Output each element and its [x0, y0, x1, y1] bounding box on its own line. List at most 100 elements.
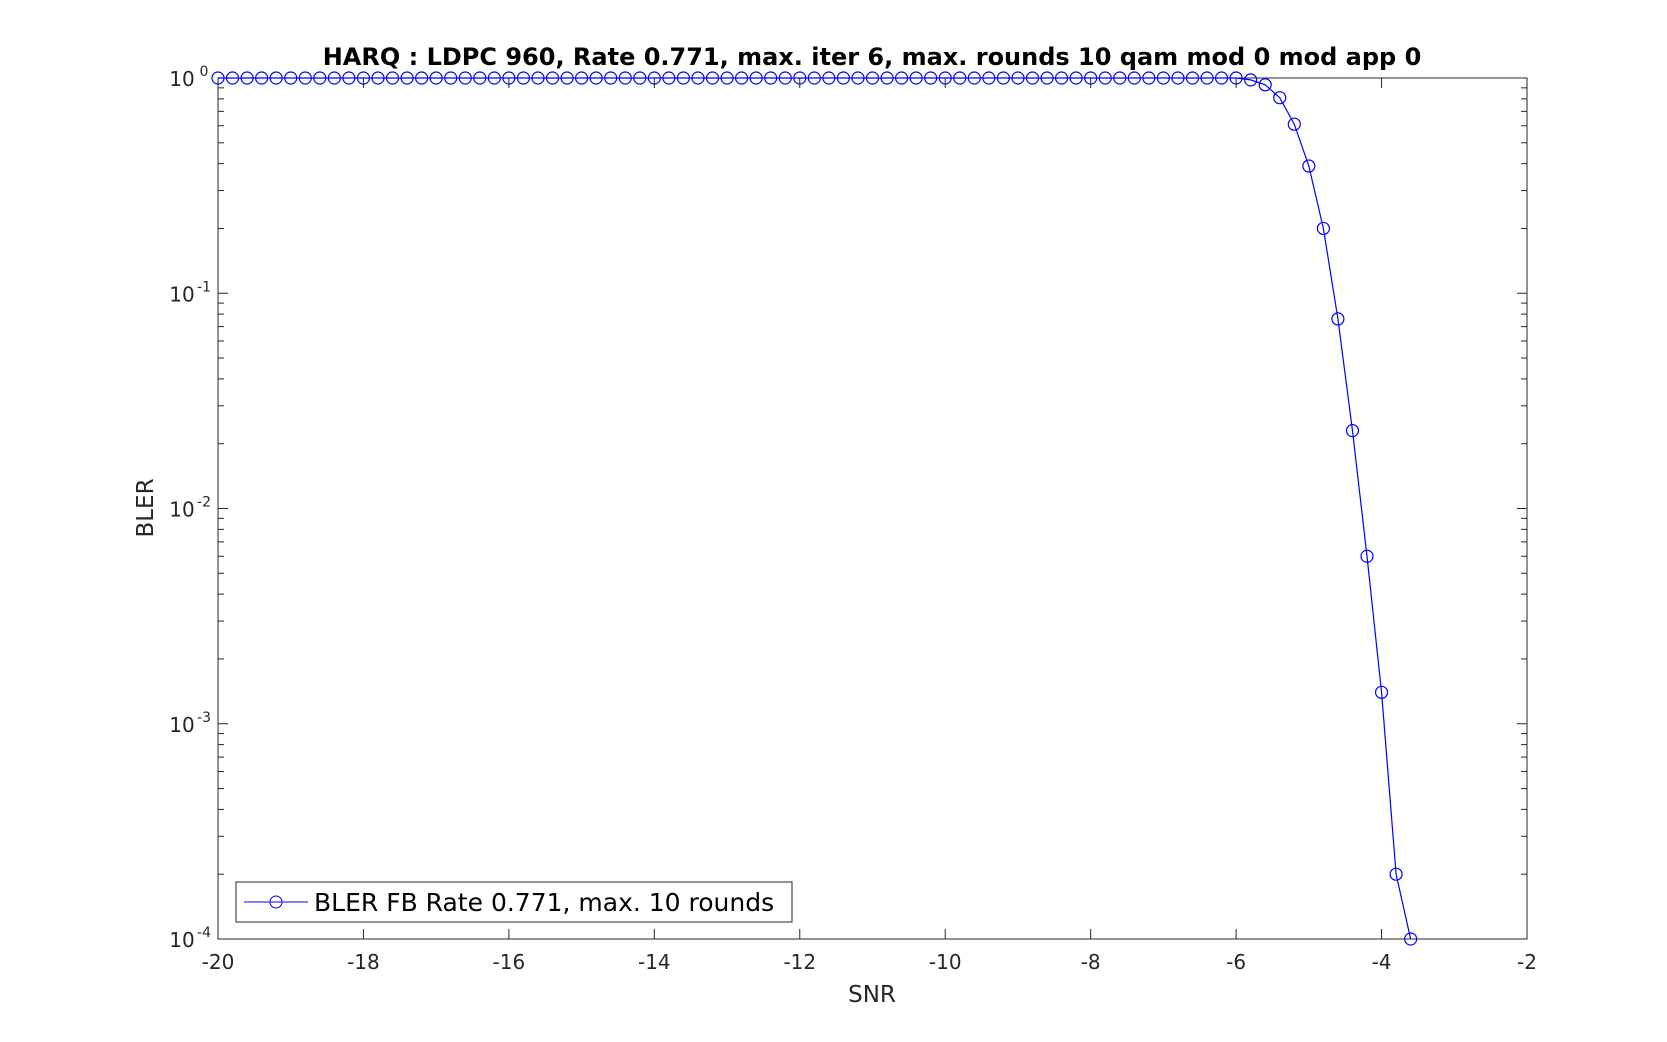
x-tick-label: -4 [1372, 950, 1392, 974]
data-point [589, 71, 603, 85]
y-tick-exponent: -1 [197, 279, 211, 295]
data-point [1374, 685, 1389, 699]
data-point [1084, 71, 1098, 85]
data-point [298, 71, 312, 85]
data-point [1171, 71, 1185, 85]
data-point [1404, 932, 1418, 946]
data-point [531, 71, 545, 85]
data-point [1316, 221, 1330, 236]
data-point [1156, 71, 1170, 85]
data-point [734, 71, 749, 85]
data-point [575, 71, 589, 85]
y-tick-label: 10 [169, 498, 194, 522]
x-tick-label: -2 [1517, 950, 1537, 974]
data-point [516, 71, 531, 85]
y-tick-label: 10 [169, 713, 194, 737]
data-point [284, 71, 298, 85]
y-tick-exponent: -4 [197, 925, 211, 941]
data-point [225, 71, 240, 85]
data-point [313, 71, 327, 85]
data-point [822, 71, 836, 85]
data-point [502, 71, 516, 85]
data-point [211, 71, 225, 85]
data-point [473, 71, 487, 85]
data-point [1389, 867, 1403, 881]
data-point [1142, 71, 1156, 85]
data-point [647, 71, 661, 85]
data-point [342, 71, 356, 85]
data-point [415, 71, 429, 85]
y-tick-label: 10 [169, 282, 194, 306]
data-point [560, 71, 574, 85]
data-point [1069, 71, 1083, 85]
data-point [1273, 91, 1287, 105]
data-point [487, 71, 501, 85]
plot-area [217, 77, 1528, 940]
data-point [385, 71, 400, 85]
series-layer [211, 71, 1418, 946]
data-point [371, 71, 385, 85]
data-point [458, 71, 472, 85]
data-point [1214, 71, 1229, 85]
series-line [218, 77, 1412, 940]
data-point [938, 71, 952, 85]
data-point [1025, 71, 1040, 85]
data-point [240, 71, 254, 85]
x-tick-label: -16 [493, 950, 526, 974]
data-point [982, 71, 996, 85]
data-point [1229, 71, 1243, 85]
x-tick-label: -6 [1226, 950, 1246, 974]
data-point [1127, 71, 1141, 85]
data-point [953, 71, 967, 85]
legend-entry-label: BLER FB Rate 0.771, max. 10 rounds [314, 888, 774, 917]
legend-box [235, 881, 793, 923]
data-point [996, 71, 1011, 85]
data-point [749, 71, 763, 85]
data-point [269, 71, 283, 85]
x-tick-label: -8 [1081, 950, 1101, 974]
data-point [1258, 78, 1272, 92]
data-point [1345, 424, 1360, 438]
data-point [1287, 117, 1301, 131]
data-point [1054, 71, 1069, 85]
data-point [1360, 549, 1374, 563]
y-tick-exponent: 0 [200, 64, 209, 80]
data-point [662, 71, 676, 85]
data-point [1331, 312, 1345, 326]
data-point [1200, 71, 1214, 85]
data-point [1302, 159, 1316, 173]
data-point [851, 71, 865, 85]
data-point [1040, 71, 1054, 85]
x-tick-label: -12 [783, 950, 816, 974]
data-point [356, 71, 371, 85]
x-tick-label: -10 [929, 950, 962, 974]
x-tick-label: -18 [347, 950, 380, 974]
x-tick-label: -14 [638, 950, 671, 974]
data-point [604, 71, 618, 85]
data-point [967, 71, 981, 85]
data-point [1011, 71, 1025, 85]
y-tick-exponent: -3 [197, 710, 211, 726]
data-point [880, 71, 894, 85]
data-point [429, 71, 443, 85]
data-point [1098, 71, 1112, 85]
data-point [691, 71, 705, 85]
y-tick-label: 10 [169, 67, 194, 91]
data-point [865, 71, 880, 85]
x-tick-label: -20 [202, 950, 235, 974]
y-tick-label: 10 [169, 928, 194, 952]
data-point [836, 71, 851, 85]
data-point [618, 71, 632, 85]
x-axis-label: SNR [848, 982, 896, 1008]
data-point [1185, 71, 1200, 85]
data-point [327, 71, 341, 85]
legend-marker-sample [269, 895, 283, 909]
data-point [255, 71, 269, 85]
data-point [778, 71, 792, 85]
legend: BLER FB Rate 0.771, max. 10 rounds [235, 881, 793, 923]
data-point [676, 71, 691, 85]
data-point [764, 71, 778, 85]
data-point [633, 71, 647, 85]
